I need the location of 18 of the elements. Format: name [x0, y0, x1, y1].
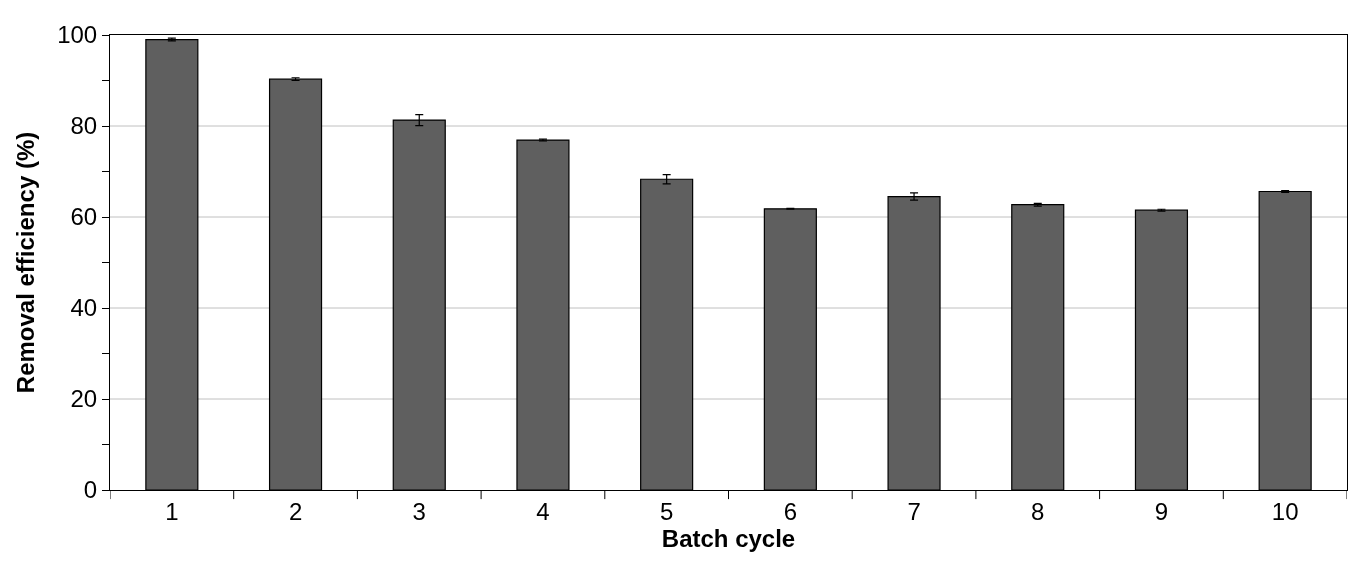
x-tick-label: 8: [1031, 497, 1045, 525]
x-tick-label: 4: [536, 497, 550, 525]
x-tick-label: 9: [1154, 497, 1169, 525]
x-tick-label: 1: [165, 497, 179, 525]
y-tick-label: 80: [70, 112, 98, 140]
x-tick-label: 3: [412, 497, 426, 525]
x-tick-label: 10: [1271, 497, 1299, 525]
x-tick-label: 6: [783, 497, 798, 525]
y-tick-label: 40: [70, 294, 98, 322]
y-axis-title: Removal efficiency (%): [12, 131, 40, 394]
y-tick-label: 0: [83, 476, 98, 504]
y-tick-label: 60: [70, 203, 98, 231]
x-tick-label: 5: [659, 497, 674, 525]
x-tick-label: 2: [288, 497, 303, 525]
y-tick-label: 100: [57, 21, 98, 49]
x-axis-title: Batch cycle: [661, 524, 796, 552]
y-tick-label: 20: [70, 385, 98, 413]
x-tick-label: 7: [907, 497, 921, 525]
